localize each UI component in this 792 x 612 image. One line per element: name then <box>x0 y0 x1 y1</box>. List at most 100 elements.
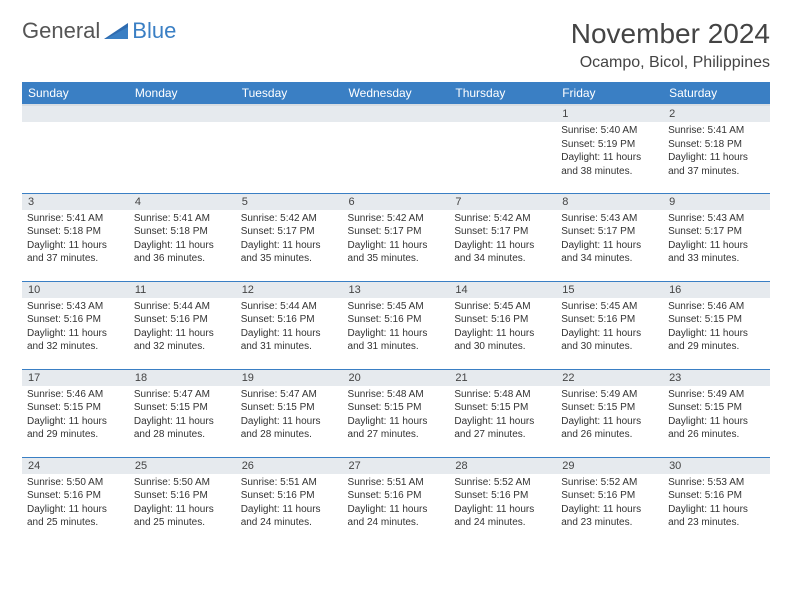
day-number: 2 <box>663 106 770 122</box>
calendar-cell: 7Sunrise: 5:42 AMSunset: 5:17 PMDaylight… <box>449 193 556 281</box>
day-number: 25 <box>129 458 236 474</box>
day-number: 6 <box>343 194 450 210</box>
page-title: November 2024 <box>571 18 770 50</box>
day-number: 4 <box>129 194 236 210</box>
calendar-cell: 5Sunrise: 5:42 AMSunset: 5:17 PMDaylight… <box>236 193 343 281</box>
calendar-cell: 14Sunrise: 5:45 AMSunset: 5:16 PMDayligh… <box>449 281 556 369</box>
day-number: 1 <box>556 106 663 122</box>
day-details: Sunrise: 5:43 AMSunset: 5:17 PMDaylight:… <box>663 210 770 270</box>
day-details: Sunrise: 5:44 AMSunset: 5:16 PMDaylight:… <box>129 298 236 358</box>
calendar-cell: 24Sunrise: 5:50 AMSunset: 5:16 PMDayligh… <box>22 457 129 545</box>
day-number: 14 <box>449 282 556 298</box>
day-number: 27 <box>343 458 450 474</box>
day-number: 23 <box>663 370 770 386</box>
calendar-cell: 22Sunrise: 5:49 AMSunset: 5:15 PMDayligh… <box>556 369 663 457</box>
weekday-header: Tuesday <box>236 82 343 105</box>
day-details: Sunrise: 5:45 AMSunset: 5:16 PMDaylight:… <box>556 298 663 358</box>
logo: General Blue <box>22 18 176 44</box>
day-number: 21 <box>449 370 556 386</box>
weekday-header: Sunday <box>22 82 129 105</box>
day-number: 29 <box>556 458 663 474</box>
calendar-cell: 11Sunrise: 5:44 AMSunset: 5:16 PMDayligh… <box>129 281 236 369</box>
day-details: Sunrise: 5:43 AMSunset: 5:16 PMDaylight:… <box>22 298 129 358</box>
calendar-cell: 18Sunrise: 5:47 AMSunset: 5:15 PMDayligh… <box>129 369 236 457</box>
day-details: Sunrise: 5:49 AMSunset: 5:15 PMDaylight:… <box>556 386 663 446</box>
calendar-cell: 21Sunrise: 5:48 AMSunset: 5:15 PMDayligh… <box>449 369 556 457</box>
day-details: Sunrise: 5:45 AMSunset: 5:16 PMDaylight:… <box>343 298 450 358</box>
calendar-cell: 16Sunrise: 5:46 AMSunset: 5:15 PMDayligh… <box>663 281 770 369</box>
day-details: Sunrise: 5:51 AMSunset: 5:16 PMDaylight:… <box>236 474 343 534</box>
calendar-cell: 17Sunrise: 5:46 AMSunset: 5:15 PMDayligh… <box>22 369 129 457</box>
day-details: Sunrise: 5:48 AMSunset: 5:15 PMDaylight:… <box>449 386 556 446</box>
calendar-cell <box>22 105 129 193</box>
day-number: 9 <box>663 194 770 210</box>
day-number-empty <box>129 106 236 122</box>
logo-triangle-icon <box>104 21 130 41</box>
day-number: 26 <box>236 458 343 474</box>
calendar-cell: 9Sunrise: 5:43 AMSunset: 5:17 PMDaylight… <box>663 193 770 281</box>
calendar-cell: 8Sunrise: 5:43 AMSunset: 5:17 PMDaylight… <box>556 193 663 281</box>
calendar-cell: 12Sunrise: 5:44 AMSunset: 5:16 PMDayligh… <box>236 281 343 369</box>
day-details: Sunrise: 5:41 AMSunset: 5:18 PMDaylight:… <box>22 210 129 270</box>
day-number: 20 <box>343 370 450 386</box>
calendar-cell: 13Sunrise: 5:45 AMSunset: 5:16 PMDayligh… <box>343 281 450 369</box>
day-details: Sunrise: 5:41 AMSunset: 5:18 PMDaylight:… <box>663 122 770 182</box>
calendar-table: SundayMondayTuesdayWednesdayThursdayFrid… <box>22 82 770 545</box>
calendar-cell: 3Sunrise: 5:41 AMSunset: 5:18 PMDaylight… <box>22 193 129 281</box>
day-details: Sunrise: 5:52 AMSunset: 5:16 PMDaylight:… <box>449 474 556 534</box>
calendar-body: 1Sunrise: 5:40 AMSunset: 5:19 PMDaylight… <box>22 105 770 545</box>
calendar-row: 17Sunrise: 5:46 AMSunset: 5:15 PMDayligh… <box>22 369 770 457</box>
weekday-header: Monday <box>129 82 236 105</box>
day-details: Sunrise: 5:44 AMSunset: 5:16 PMDaylight:… <box>236 298 343 358</box>
calendar-cell: 15Sunrise: 5:45 AMSunset: 5:16 PMDayligh… <box>556 281 663 369</box>
calendar-cell: 20Sunrise: 5:48 AMSunset: 5:15 PMDayligh… <box>343 369 450 457</box>
day-number: 5 <box>236 194 343 210</box>
day-number: 30 <box>663 458 770 474</box>
day-details: Sunrise: 5:48 AMSunset: 5:15 PMDaylight:… <box>343 386 450 446</box>
logo-text-general: General <box>22 18 100 44</box>
day-details: Sunrise: 5:41 AMSunset: 5:18 PMDaylight:… <box>129 210 236 270</box>
day-number: 16 <box>663 282 770 298</box>
day-details: Sunrise: 5:42 AMSunset: 5:17 PMDaylight:… <box>236 210 343 270</box>
day-number-empty <box>449 106 556 122</box>
calendar-cell: 30Sunrise: 5:53 AMSunset: 5:16 PMDayligh… <box>663 457 770 545</box>
day-number-empty <box>343 106 450 122</box>
day-number: 7 <box>449 194 556 210</box>
calendar-cell <box>449 105 556 193</box>
day-details: Sunrise: 5:45 AMSunset: 5:16 PMDaylight:… <box>449 298 556 358</box>
weekday-header: Friday <box>556 82 663 105</box>
calendar-cell: 2Sunrise: 5:41 AMSunset: 5:18 PMDaylight… <box>663 105 770 193</box>
day-number: 22 <box>556 370 663 386</box>
calendar-cell: 28Sunrise: 5:52 AMSunset: 5:16 PMDayligh… <box>449 457 556 545</box>
day-details: Sunrise: 5:52 AMSunset: 5:16 PMDaylight:… <box>556 474 663 534</box>
day-number-empty <box>236 106 343 122</box>
calendar-cell <box>236 105 343 193</box>
day-details: Sunrise: 5:47 AMSunset: 5:15 PMDaylight:… <box>129 386 236 446</box>
day-details: Sunrise: 5:49 AMSunset: 5:15 PMDaylight:… <box>663 386 770 446</box>
day-number: 13 <box>343 282 450 298</box>
calendar-row: 3Sunrise: 5:41 AMSunset: 5:18 PMDaylight… <box>22 193 770 281</box>
calendar-cell: 26Sunrise: 5:51 AMSunset: 5:16 PMDayligh… <box>236 457 343 545</box>
calendar-cell <box>129 105 236 193</box>
header-right: November 2024 Ocampo, Bicol, Philippines <box>571 18 770 72</box>
day-details: Sunrise: 5:50 AMSunset: 5:16 PMDaylight:… <box>22 474 129 534</box>
day-details: Sunrise: 5:51 AMSunset: 5:16 PMDaylight:… <box>343 474 450 534</box>
day-details: Sunrise: 5:42 AMSunset: 5:17 PMDaylight:… <box>343 210 450 270</box>
header: General Blue November 2024 Ocampo, Bicol… <box>22 18 770 72</box>
day-details: Sunrise: 5:46 AMSunset: 5:15 PMDaylight:… <box>22 386 129 446</box>
day-details: Sunrise: 5:40 AMSunset: 5:19 PMDaylight:… <box>556 122 663 182</box>
logo-text-blue: Blue <box>132 18 176 44</box>
day-details: Sunrise: 5:53 AMSunset: 5:16 PMDaylight:… <box>663 474 770 534</box>
calendar-cell: 25Sunrise: 5:50 AMSunset: 5:16 PMDayligh… <box>129 457 236 545</box>
calendar-row: 1Sunrise: 5:40 AMSunset: 5:19 PMDaylight… <box>22 105 770 193</box>
calendar-cell: 10Sunrise: 5:43 AMSunset: 5:16 PMDayligh… <box>22 281 129 369</box>
day-number: 17 <box>22 370 129 386</box>
day-number: 24 <box>22 458 129 474</box>
calendar-cell: 23Sunrise: 5:49 AMSunset: 5:15 PMDayligh… <box>663 369 770 457</box>
day-number: 18 <box>129 370 236 386</box>
calendar-cell: 4Sunrise: 5:41 AMSunset: 5:18 PMDaylight… <box>129 193 236 281</box>
day-number: 8 <box>556 194 663 210</box>
day-details: Sunrise: 5:42 AMSunset: 5:17 PMDaylight:… <box>449 210 556 270</box>
day-number: 19 <box>236 370 343 386</box>
weekday-header-row: SundayMondayTuesdayWednesdayThursdayFrid… <box>22 82 770 105</box>
